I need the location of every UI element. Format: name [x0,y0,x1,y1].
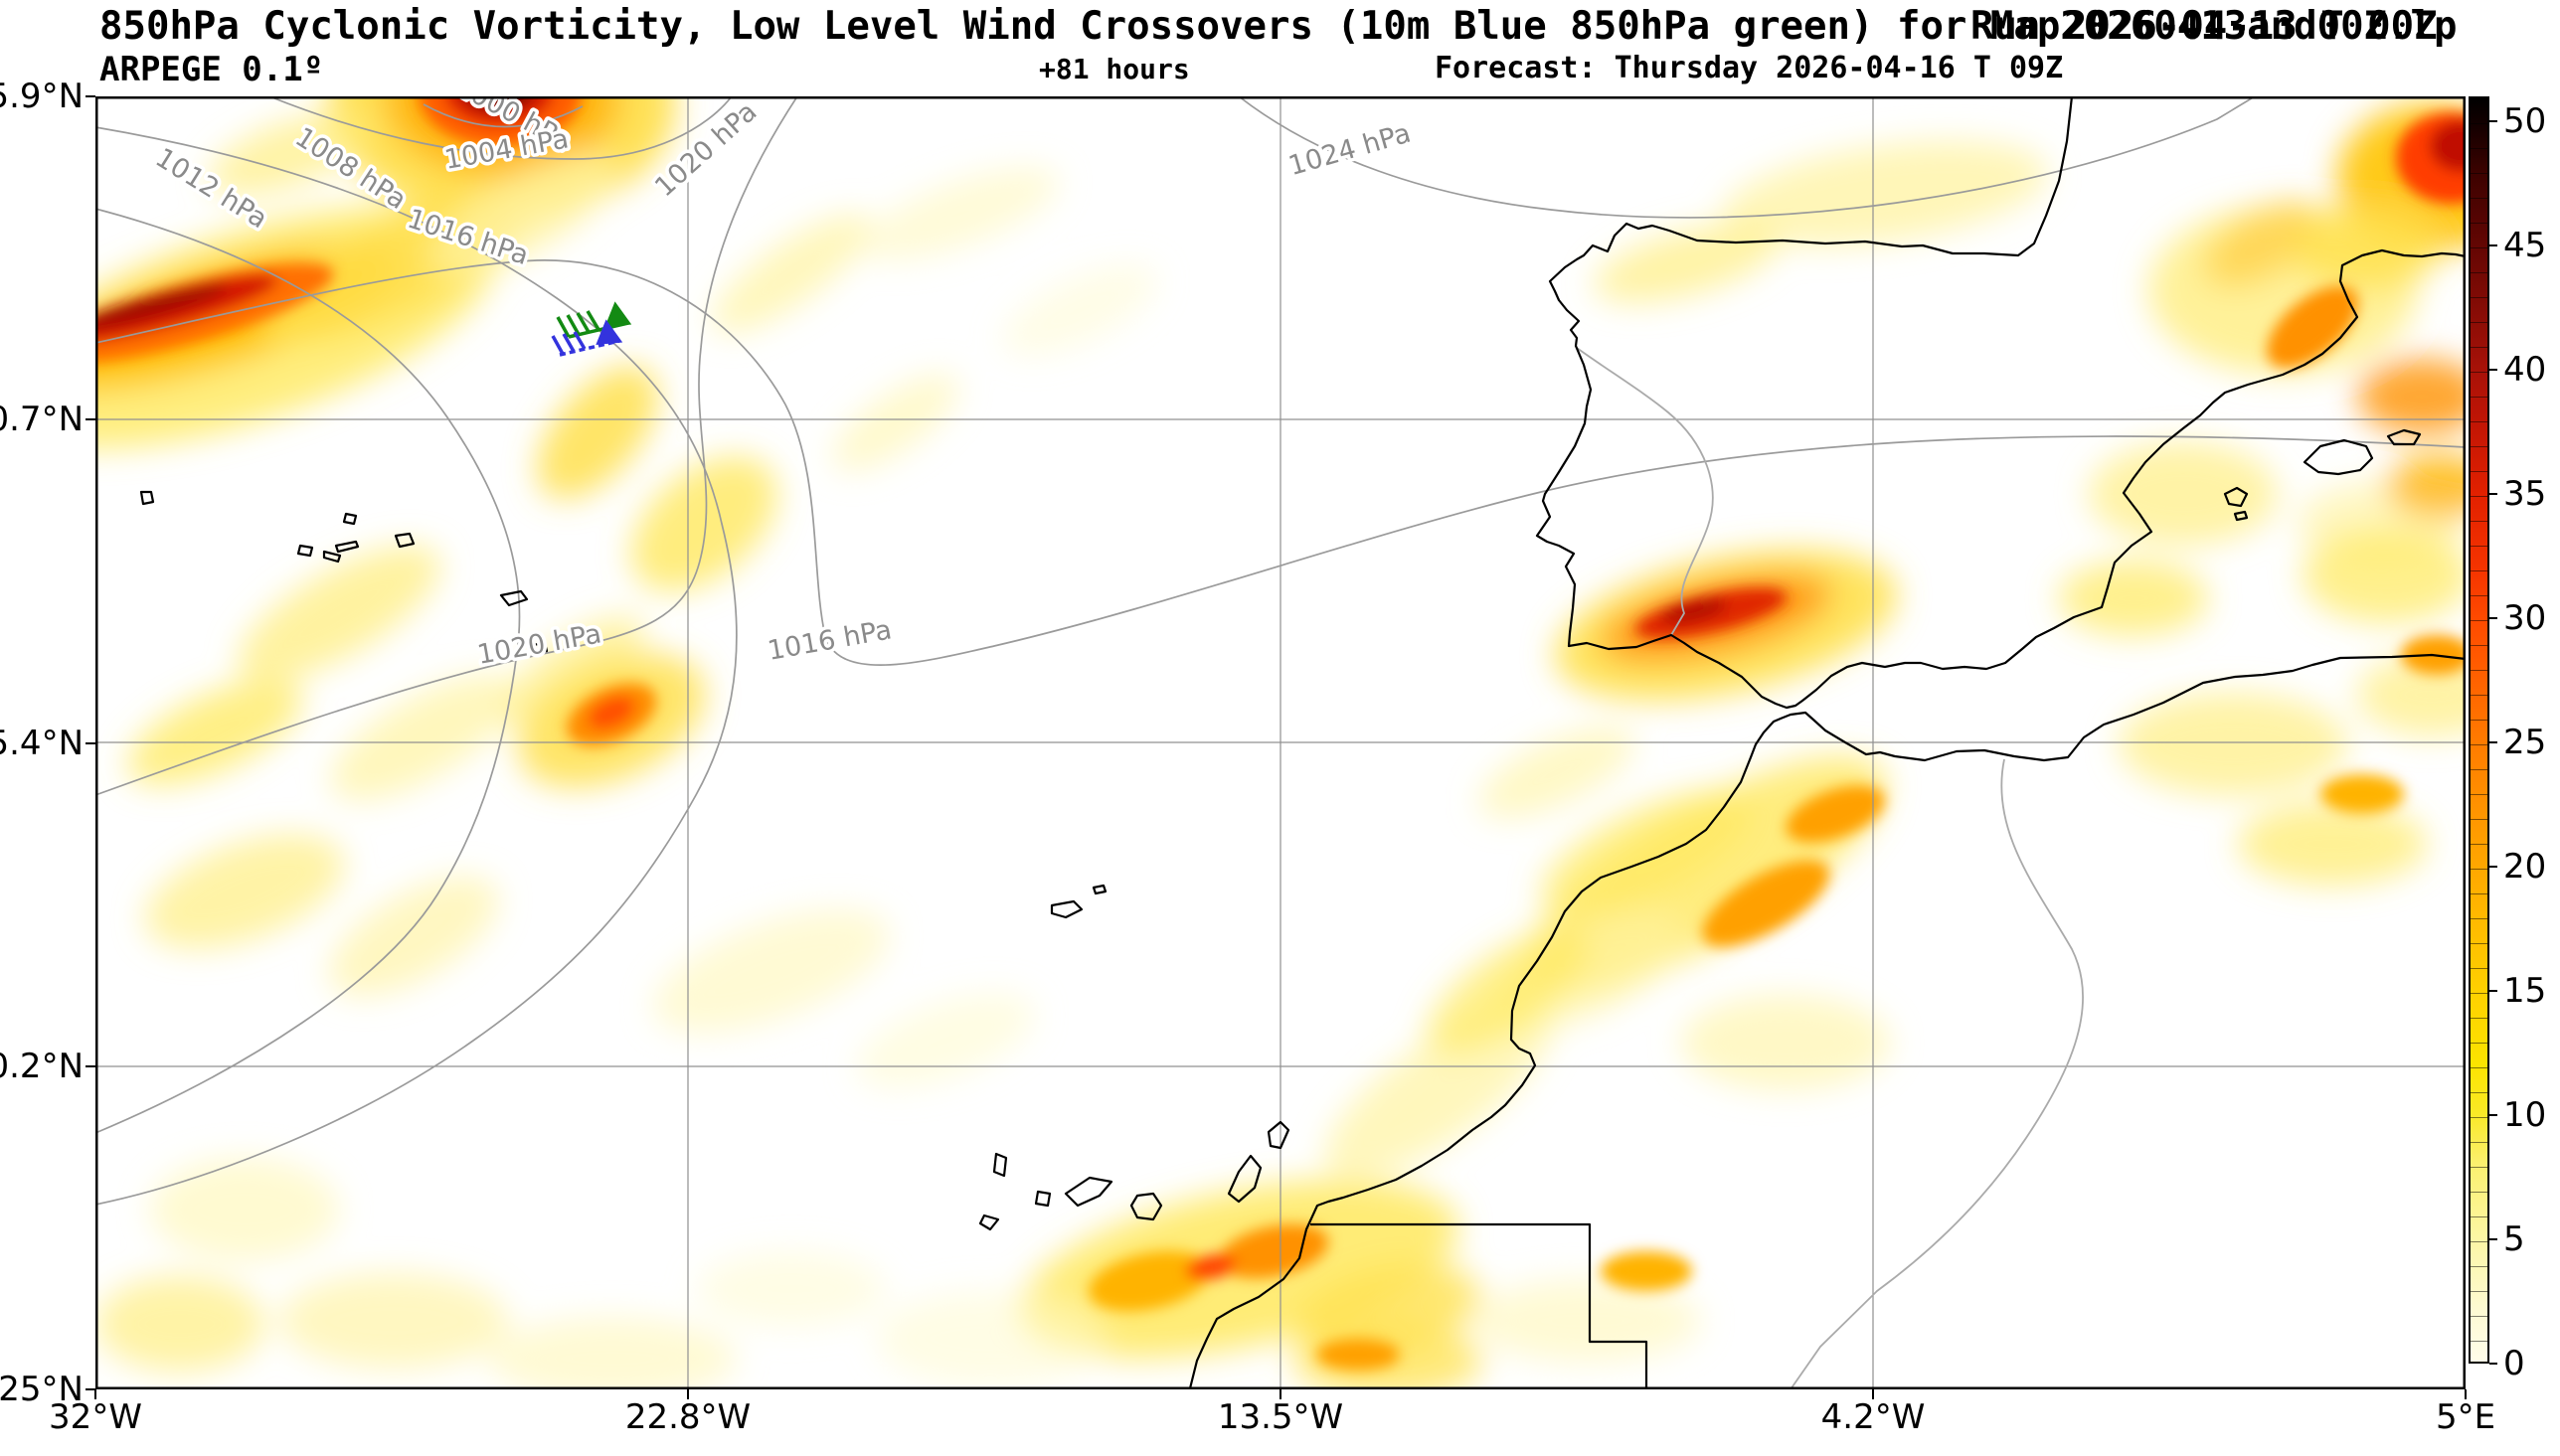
isobar-1024 [1238,95,2256,219]
island-gran-canaria [1129,1192,1163,1221]
grid-lines [95,96,2466,1389]
border-western-sahara [1310,1222,1648,1389]
colorbar-tickmark [2489,617,2497,619]
isobar-label-1016-bottom: 1016 hPa [766,614,894,666]
wind-barb-green-850hpa [556,301,632,339]
colorbar-tickmark [2489,1114,2497,1116]
colorbar-label-25: 25 [2503,723,2547,762]
lat-tickmark [85,1065,95,1067]
isobar-1000 [423,103,584,128]
country-borders [1576,347,2084,1390]
lon-tickmark [1280,1389,1281,1399]
isobar-1012 [94,208,521,1134]
isobar-1020 [94,95,798,796]
border-spain-portugal [1576,347,1714,636]
colorbar-tickmark [2489,493,2497,495]
colorbar-label-15: 15 [2503,971,2547,1011]
isobar-1008 [94,126,738,1206]
run-label: Run 2026-04-13 T 00Z [1970,4,2438,49]
lat-tickmark [85,418,95,420]
island-santa-maria [531,641,549,655]
island-ibiza [2223,486,2249,508]
island-terceira [394,532,416,549]
colorbar-label-0: 0 [2503,1344,2525,1383]
colorbar-label-45: 45 [2503,226,2547,265]
coast-north-africa [1188,653,2467,1389]
lon-tickmark [687,1389,689,1399]
map-canvas: 1000 hPa 1004 hPa 1008 hPa 1012 hPa 1016… [0,0,2526,1400]
colorbar-label-40: 40 [2503,350,2547,390]
plot-title: 850hPa Cyclonic Vorticity, Low Level Win… [99,4,2458,49]
island-faial [296,544,314,558]
lon-tick-4.2W: 4.2°W [1820,1397,1926,1437]
island-pico [322,550,342,564]
island-la-gomera [1034,1190,1052,1208]
isobar-label-1024: 1024 hPa [1285,118,1415,183]
island-el-hierro [978,1213,1000,1231]
lat-tickmark [85,742,95,744]
colorbar-tickmark [2489,990,2497,992]
lon-tick-32W: 32°W [49,1397,142,1437]
lon-tickmark [94,1389,96,1399]
colorbar-label-10: 10 [2503,1095,2547,1135]
colorbar-tickmark [2489,369,2497,371]
coastlines [139,95,2467,1389]
lon-tick-22.8W: 22.8°W [624,1397,752,1437]
island-menorca [2386,428,2422,446]
island-sao-miguel [499,589,529,607]
colorbar-tickmark [2489,866,2497,868]
colorbar-label-35: 35 [2503,474,2547,514]
island-porto-santo [1092,884,1108,895]
colorbar-tickmark [2489,1363,2497,1365]
lead-time-label: +81 hours [1039,53,1190,85]
colorbar [2469,96,2489,1364]
colorbar-tickmark [2489,120,2497,122]
lat-tick-45.9N: 45.9°N [0,77,84,116]
lat-tick-35.4N: 35.4°N [0,724,84,763]
wind-barb-blue-10m [551,319,623,357]
colorbar-tickmark [2489,1238,2497,1240]
lon-tick-13.5W: 13.5°W [1217,1397,1344,1437]
island-formentera [2233,510,2249,522]
lat-tickmark [85,1388,95,1390]
island-fuerteventura [1227,1154,1263,1204]
forecast-valid-label: Forecast: Thursday 2026-04-16 T 09Z [1435,51,2064,85]
colorbar-label-20: 20 [2503,847,2547,887]
colorbar-label-30: 30 [2503,598,2547,638]
lat-tick-25N: 25°N [0,1370,84,1409]
plot-frame [94,95,2467,1390]
island-la-palma [992,1152,1008,1178]
island-flores [139,490,155,506]
lon-tick-5E: 5°E [2435,1397,2496,1437]
lon-tickmark [2465,1389,2467,1399]
colorbar-label-50: 50 [2503,101,2547,141]
isobar-1016 [94,259,2467,666]
island-tenerife [1064,1176,1113,1208]
island-lanzarote [1267,1120,1290,1150]
isobar-contours [94,95,2467,1206]
colorbar-tickmark [2489,741,2497,743]
island-madeira [1050,899,1084,919]
lat-tick-40.7N: 40.7°N [0,400,84,439]
island-graciosa [342,512,358,526]
lon-tickmark [1872,1389,1874,1399]
colorbar-tickmark [2489,244,2497,246]
lat-tick-30.2N: 30.2°N [0,1047,84,1086]
colorbar-label-5: 5 [2503,1219,2525,1259]
isobar-1004 [268,95,733,160]
vorticity-map-svg: 1000 hPa 1004 hPa 1008 hPa 1012 hPa 1016… [0,0,2526,1400]
model-label: ARPEGE 0.1º [99,50,324,89]
island-mallorca [2303,438,2374,476]
coast-iberia-france [1535,95,2467,710]
island-sao-jorge [334,540,360,554]
border-morocco-algeria [1790,758,2084,1390]
lat-tickmark [85,95,95,97]
